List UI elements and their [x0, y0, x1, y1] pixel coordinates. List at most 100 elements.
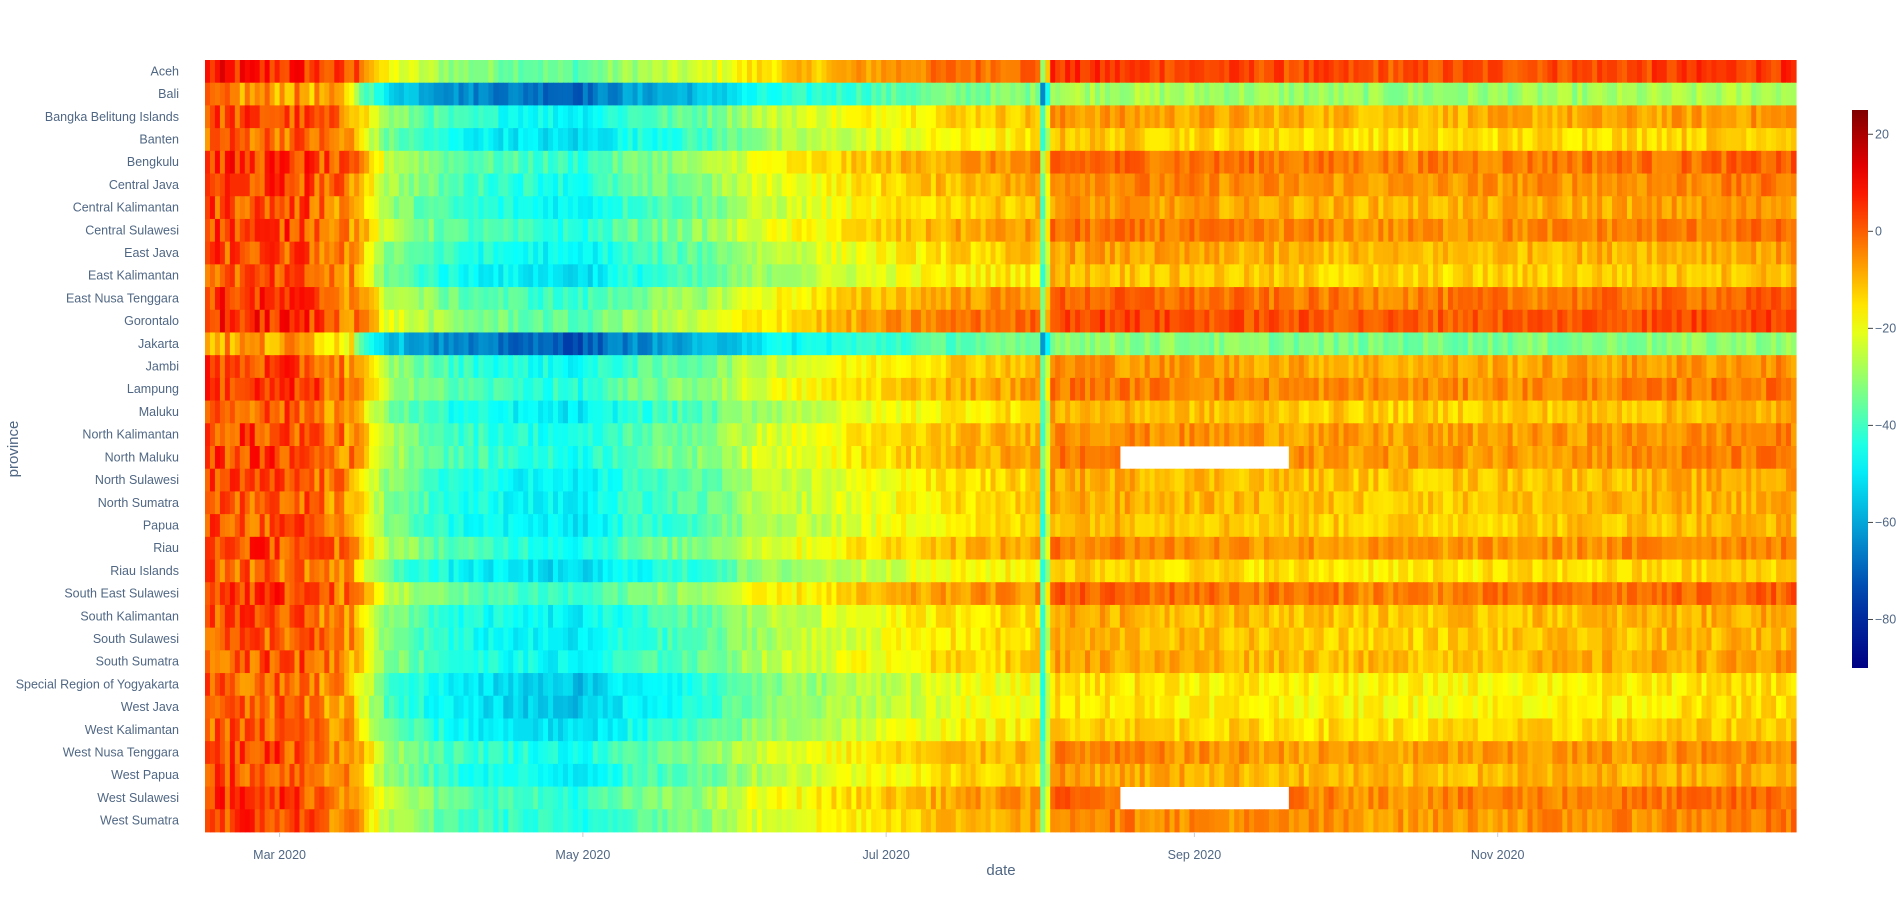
heatmap-cell — [299, 128, 306, 152]
heatmap-cell — [1651, 332, 1658, 356]
heatmap-cell — [205, 332, 211, 356]
heatmap-cell — [652, 173, 659, 197]
heatmap-cell — [493, 173, 499, 197]
heatmap-cell — [801, 241, 808, 265]
heatmap-cell — [707, 355, 713, 379]
heatmap-cell — [1268, 241, 1275, 265]
heatmap-cell — [1552, 128, 1558, 152]
heatmap-cell — [423, 309, 430, 333]
heatmap-cell — [1209, 241, 1215, 265]
heatmap-cell — [1676, 264, 1683, 288]
heatmap-cell — [826, 60, 833, 84]
heatmap-cell — [319, 400, 325, 424]
heatmap-cell — [881, 173, 887, 197]
heatmap-cell — [309, 128, 315, 152]
heatmap-cell — [1278, 196, 1285, 220]
heatmap-cell — [1109, 332, 1116, 356]
heatmap-cell — [1045, 60, 1051, 84]
heatmap-cell — [264, 264, 271, 288]
heatmap-cell — [562, 82, 569, 106]
heatmap-cell — [727, 332, 733, 356]
heatmap-cell — [1149, 400, 1156, 424]
heatmap-cell — [1617, 241, 1623, 265]
heatmap-cell — [1393, 241, 1399, 265]
heatmap-cell — [975, 82, 982, 106]
heatmap-cell — [1229, 377, 1235, 401]
heatmap-cell — [970, 400, 977, 424]
heatmap-cell — [1731, 309, 1737, 333]
heatmap-cell — [1651, 196, 1658, 220]
heatmap-cell — [1353, 196, 1360, 220]
heatmap-cell — [567, 105, 574, 129]
heatmap-cell — [856, 60, 862, 84]
heatmap-cell — [1005, 173, 1012, 197]
heatmap-cell — [970, 264, 977, 288]
heatmap-cell — [816, 173, 823, 197]
heatmap-cell — [1030, 332, 1036, 356]
heatmap-cell — [707, 241, 713, 265]
heatmap-cell — [826, 173, 833, 197]
heatmap-cell — [443, 287, 450, 311]
heatmap-cell — [1139, 196, 1146, 220]
heatmap-cell — [1776, 355, 1782, 379]
heatmap-cell — [1194, 196, 1200, 220]
heatmap-cell — [692, 309, 698, 333]
heatmap-cell — [1398, 173, 1404, 197]
heatmap-cell — [304, 196, 311, 220]
heatmap-cell — [911, 128, 917, 152]
heatmap-cell — [1368, 309, 1374, 333]
heatmap-cell — [428, 173, 435, 197]
heatmap-cell — [1129, 150, 1136, 174]
heatmap-cell — [523, 309, 529, 333]
heatmap-cell — [269, 309, 276, 333]
heatmap-cell — [468, 218, 475, 243]
heatmap-cell — [960, 241, 967, 265]
heatmap-cell — [1408, 309, 1414, 333]
heatmap-cell — [1791, 82, 1797, 106]
heatmap-cell — [1766, 241, 1772, 265]
heatmap-cell — [413, 173, 420, 197]
heatmap-cell — [334, 128, 340, 152]
heatmap-cell — [1199, 60, 1205, 84]
heatmap-cell — [413, 150, 420, 174]
heatmap-cell — [856, 196, 862, 220]
heatmap-cell — [950, 128, 957, 152]
heatmap-cell — [528, 264, 534, 288]
heatmap-cell — [1681, 150, 1688, 174]
heatmap-cell — [1602, 82, 1608, 106]
heatmap-cell — [1184, 355, 1191, 379]
heatmap-cell — [1015, 400, 1021, 424]
heatmap-cell — [861, 173, 867, 197]
heatmap-cell — [1174, 150, 1181, 174]
heatmap-cell — [1721, 196, 1727, 220]
heatmap-cell — [1736, 60, 1742, 84]
heatmap-cell — [751, 377, 758, 401]
heatmap-cell — [1154, 196, 1161, 220]
heatmap-cell — [582, 241, 589, 265]
heatmap-cell — [1781, 218, 1787, 243]
heatmap-cell — [1139, 173, 1146, 197]
heatmap-cell — [1085, 264, 1091, 288]
heatmap-cell — [1597, 377, 1603, 401]
heatmap-cell — [841, 309, 847, 333]
heatmap-cell — [1572, 105, 1578, 129]
heatmap-cell — [627, 332, 634, 356]
heatmap-cell — [1085, 355, 1091, 379]
heatmap-cell — [393, 377, 400, 401]
heatmap-cell — [314, 218, 320, 243]
heatmap-cell — [289, 309, 296, 333]
heatmap-cell — [776, 241, 783, 265]
heatmap-cell — [1060, 355, 1066, 379]
heatmap-cell — [279, 400, 286, 424]
heatmap-cell — [364, 60, 370, 84]
heatmap-cell — [1517, 60, 1524, 84]
heatmap-cell — [1159, 355, 1166, 379]
heatmap-cell — [1164, 309, 1171, 333]
heatmap-cell — [901, 218, 907, 243]
heatmap-cell — [294, 355, 301, 379]
heatmap-cell — [1621, 241, 1628, 265]
heatmap-cell — [339, 150, 345, 174]
heatmap-cell — [816, 218, 823, 243]
heatmap-cell — [548, 60, 554, 84]
heatmap-cell — [543, 264, 549, 288]
